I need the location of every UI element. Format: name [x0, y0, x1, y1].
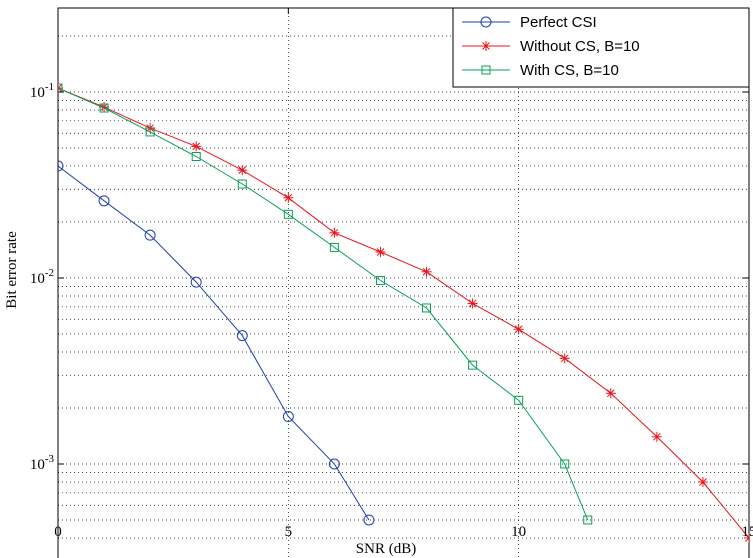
y-tick-label: 10-2 — [30, 267, 54, 287]
y-tick-label: 10-3 — [30, 453, 55, 473]
data-point — [329, 227, 340, 238]
plot-frame — [57, 7, 750, 558]
legend-label: With CS, B=10 — [520, 62, 619, 79]
asterisk-stroke — [514, 325, 523, 334]
legend-marker — [481, 65, 491, 75]
y-axis-label: Bit error rate — [4, 231, 20, 309]
asterisk-stroke — [606, 389, 615, 398]
data-point — [375, 246, 386, 257]
legend-box — [452, 7, 750, 88]
asterisk-stroke — [482, 42, 490, 50]
asterisk-stroke — [100, 103, 108, 111]
axis-ticks: 0 5 10 15 10-3 10-2 10-1 — [30, 8, 753, 540]
grid-lines — [58, 8, 749, 558]
data-point — [283, 192, 294, 203]
data-point — [422, 303, 432, 313]
legend-label: Without CS, B=10 — [520, 38, 640, 55]
series-circle — [58, 160, 375, 526]
asterisk-stroke — [468, 299, 477, 308]
legend-marker — [481, 41, 491, 51]
asterisk-stroke — [284, 193, 293, 202]
asterisk-stroke — [238, 166, 247, 175]
asterisk-stroke — [653, 432, 661, 441]
data-point — [328, 458, 340, 470]
asterisk-stroke — [745, 534, 749, 539]
y-tick-label: 10-1 — [30, 81, 54, 101]
data-point — [191, 141, 202, 152]
asterisk-stroke — [745, 537, 749, 542]
asterisk-stroke — [699, 478, 707, 486]
data-point — [744, 533, 749, 544]
data-point — [329, 242, 339, 252]
series-line — [58, 87, 589, 521]
data-point — [697, 477, 708, 488]
data-point — [559, 353, 570, 364]
data-point — [58, 83, 63, 94]
asterisk-stroke — [376, 248, 385, 256]
legend-label: Perfect CSI — [520, 14, 597, 31]
asterisk-stroke — [560, 354, 569, 363]
series-asterisk — [58, 83, 749, 544]
data-point — [282, 411, 294, 423]
data-point — [191, 152, 201, 162]
asterisk-stroke — [58, 87, 62, 92]
asterisk-stroke — [422, 267, 431, 276]
data-point — [651, 431, 662, 442]
data-point — [98, 195, 110, 207]
legend-marker — [480, 16, 492, 28]
series-line — [58, 165, 370, 521]
data-point — [236, 330, 248, 342]
data-point — [190, 276, 202, 288]
x-axis-label: SNR (dB) — [356, 541, 416, 557]
x-tick-label: 0 — [54, 524, 62, 540]
data-point — [363, 514, 375, 526]
asterisk-stroke — [330, 228, 339, 237]
data-point — [283, 209, 293, 219]
asterisk-stroke — [192, 142, 201, 151]
x-tick-label: 10 — [511, 524, 526, 540]
asterisk-stroke — [58, 84, 62, 89]
data-point — [58, 83, 63, 93]
series-line — [58, 87, 749, 539]
data-point — [421, 266, 432, 277]
data-point — [237, 179, 247, 189]
series-square — [58, 83, 593, 525]
data-point — [583, 515, 593, 525]
x-tick-label: 5 — [285, 524, 293, 540]
data-point — [58, 160, 64, 172]
data-point — [605, 388, 616, 399]
data-point — [237, 165, 248, 176]
data-point — [99, 103, 109, 113]
data-point — [468, 360, 478, 370]
data-point — [514, 395, 524, 405]
data-point — [513, 324, 524, 335]
data-point — [560, 459, 570, 469]
x-tick-label: 15 — [742, 524, 753, 540]
data-point — [144, 229, 156, 241]
data-point — [375, 275, 385, 285]
data-point — [467, 298, 478, 309]
series-layer — [58, 83, 749, 544]
data-point — [145, 127, 155, 137]
legend: Perfect CSI Without CS, B=10 With CS, B=10 — [452, 7, 750, 88]
